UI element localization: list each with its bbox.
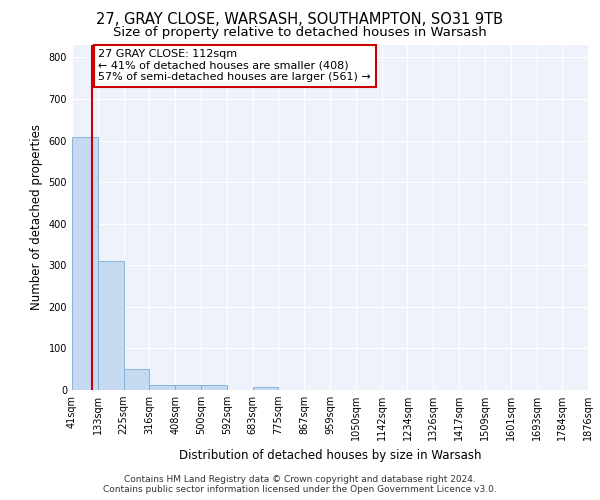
Bar xyxy=(253,386,278,390)
Bar xyxy=(124,369,149,390)
Text: Size of property relative to detached houses in Warsash: Size of property relative to detached ho… xyxy=(113,26,487,39)
Bar xyxy=(175,385,201,390)
Bar xyxy=(72,138,98,390)
Text: 27 GRAY CLOSE: 112sqm
← 41% of detached houses are smaller (408)
57% of semi-det: 27 GRAY CLOSE: 112sqm ← 41% of detached … xyxy=(98,49,371,82)
Y-axis label: Number of detached properties: Number of detached properties xyxy=(30,124,43,310)
Bar xyxy=(149,385,175,390)
Text: Contains HM Land Registry data © Crown copyright and database right 2024.
Contai: Contains HM Land Registry data © Crown c… xyxy=(103,474,497,494)
X-axis label: Distribution of detached houses by size in Warsash: Distribution of detached houses by size … xyxy=(179,448,481,462)
Text: 27, GRAY CLOSE, WARSASH, SOUTHAMPTON, SO31 9TB: 27, GRAY CLOSE, WARSASH, SOUTHAMPTON, SO… xyxy=(97,12,503,28)
Bar xyxy=(201,385,227,390)
Bar xyxy=(98,260,124,390)
